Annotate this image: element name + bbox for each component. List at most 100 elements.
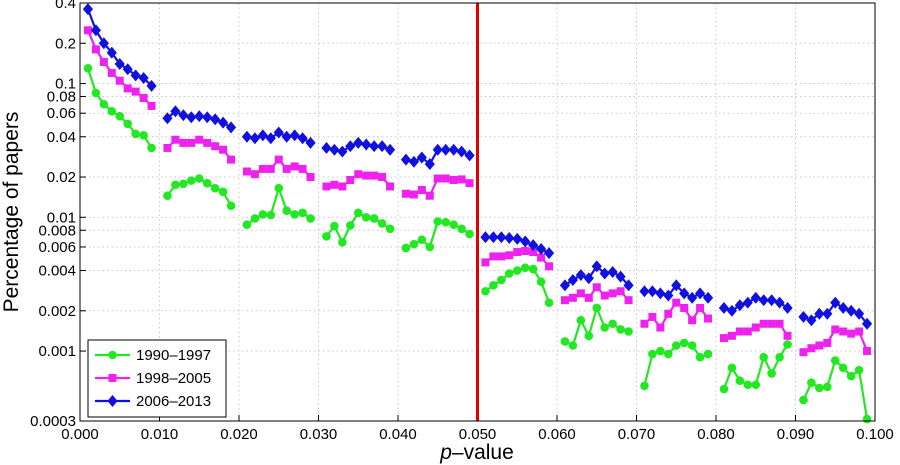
data-point-square: [163, 143, 172, 152]
data-point-square: [560, 296, 569, 305]
data-point-circle: [743, 380, 753, 390]
data-point-diamond: [639, 285, 650, 298]
data-point-diamond: [321, 141, 332, 154]
data-point-diamond: [122, 63, 133, 76]
data-point-square: [592, 283, 601, 292]
data-point-square: [568, 293, 577, 302]
data-point-square: [521, 246, 530, 255]
data-point-square: [513, 248, 522, 257]
data-point-square: [576, 289, 585, 298]
data-point-square: [322, 182, 331, 191]
data-point-square: [338, 182, 347, 191]
data-point-diamond: [273, 126, 284, 139]
data-point-diamond: [408, 155, 419, 168]
data-point-square: [688, 316, 697, 325]
data-point-circle: [401, 243, 411, 253]
data-point-square: [195, 135, 204, 144]
data-point-diamond: [734, 299, 745, 312]
data-point-circle: [258, 210, 268, 219]
data-point-diamond: [249, 132, 260, 145]
data-point-diamond: [528, 239, 539, 252]
y-tick-label: 0.1: [55, 76, 76, 93]
data-point-square: [139, 93, 148, 102]
data-point-diamond: [830, 296, 841, 309]
data-point-square: [855, 327, 864, 336]
data-point-circle: [139, 131, 148, 140]
x-tick-label: 0.020: [220, 426, 258, 443]
data-point-circle: [425, 242, 435, 252]
data-point-square: [863, 347, 872, 356]
data-point-circle: [783, 340, 792, 349]
data-point-circle: [727, 363, 737, 373]
data-point-circle: [242, 220, 252, 230]
data-point-square: [704, 314, 713, 323]
data-point-square: [537, 253, 546, 262]
data-point-circle: [608, 319, 617, 329]
data-point-square: [362, 171, 371, 180]
data-point-diamond: [186, 111, 197, 124]
data-point-square: [115, 76, 124, 85]
x-tick-label: 0.070: [618, 426, 656, 443]
data-point-square: [775, 319, 784, 328]
data-point-square: [624, 296, 633, 305]
data-point-circle: [576, 315, 586, 325]
data-point-diamond: [361, 138, 372, 151]
data-point-diamond: [647, 285, 658, 298]
data-point-square: [807, 344, 816, 353]
data-point-circle: [648, 349, 657, 359]
x-tick-label: 0.050: [459, 426, 497, 443]
data-point-diamond: [838, 301, 849, 314]
data-point-square: [505, 251, 514, 260]
y-tick-label: 0.002: [38, 303, 76, 320]
data-point-circle: [91, 88, 101, 98]
data-point-square: [600, 291, 609, 300]
data-point-circle: [218, 187, 228, 197]
data-point-circle: [759, 352, 769, 362]
data-point-diamond: [702, 291, 714, 304]
y-tick-label: 0.01: [47, 209, 76, 226]
data-point-diamond: [663, 289, 674, 302]
data-point-circle: [838, 363, 848, 373]
data-point-diamond: [106, 46, 117, 59]
legend-label: 1998–2005: [136, 370, 211, 387]
data-point-square: [719, 334, 728, 343]
data-point-square: [147, 101, 156, 110]
data-point-diamond: [424, 158, 435, 171]
series-2: [83, 26, 872, 357]
data-point-circle: [433, 217, 443, 226]
data-point-diamond: [655, 287, 666, 300]
data-point-circle: [346, 221, 355, 230]
data-point-square: [203, 138, 212, 147]
data-point-diamond: [130, 69, 141, 82]
data-point-square: [457, 175, 466, 184]
data-point-square: [759, 319, 768, 328]
y-tick-label: 0.04: [47, 129, 76, 146]
data-point-square: [83, 26, 92, 35]
data-point-circle: [624, 327, 633, 336]
data-point-diamond: [543, 247, 555, 260]
data-point-square: [727, 331, 736, 340]
data-point-square: [401, 189, 410, 198]
data-point-circle: [719, 384, 729, 394]
data-point-circle: [361, 212, 371, 222]
data-point-diamond: [456, 145, 467, 158]
x-axis-label-variable: p: [439, 441, 452, 464]
data-point-square: [187, 138, 196, 147]
data-point-diamond: [146, 79, 157, 92]
data-point-circle: [846, 371, 856, 381]
data-point-circle: [322, 232, 331, 241]
data-point-circle: [687, 341, 697, 350]
data-point-circle: [179, 179, 188, 189]
data-point-diamond: [440, 143, 451, 156]
data-point-circle: [560, 337, 570, 346]
data-point-square: [847, 329, 856, 338]
data-point-diamond: [861, 317, 873, 330]
data-point-circle: [250, 214, 260, 223]
data-point-square: [425, 191, 434, 200]
data-point-diamond: [671, 279, 682, 292]
data-point-circle: [385, 224, 395, 234]
data-point-square: [386, 182, 395, 191]
y-tick-label: 0.008: [38, 222, 76, 239]
